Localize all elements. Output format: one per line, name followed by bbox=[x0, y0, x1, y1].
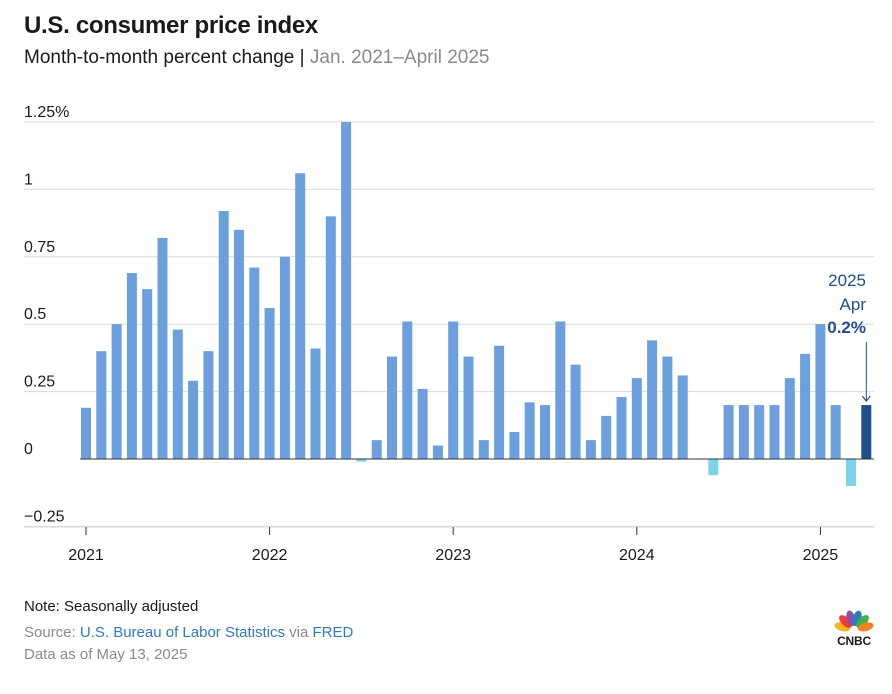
footer-as-of: Data as of May 13, 2025 bbox=[24, 646, 188, 663]
y-tick-label: 1 bbox=[24, 171, 33, 188]
bar bbox=[631, 378, 642, 459]
bar bbox=[111, 324, 122, 459]
bar bbox=[830, 405, 841, 459]
bar bbox=[371, 440, 382, 459]
chart-title: U.S. consumer price index bbox=[24, 12, 318, 39]
bar bbox=[494, 345, 505, 459]
bar bbox=[81, 407, 91, 459]
bar bbox=[769, 405, 780, 459]
peacock-feather bbox=[857, 622, 874, 632]
y-tick-label: 1.25% bbox=[24, 104, 69, 121]
source-bls-link[interactable]: U.S. Bureau of Labor Statistics bbox=[79, 624, 285, 641]
annotation-year: 2025 bbox=[828, 271, 866, 290]
bar bbox=[754, 405, 765, 459]
bar bbox=[662, 356, 673, 459]
footer-source: Source: U.S. Bureau of Labor Statistics … bbox=[24, 624, 353, 641]
y-tick-label: −0.25 bbox=[24, 508, 65, 525]
bar bbox=[723, 405, 734, 459]
bar bbox=[616, 396, 627, 459]
latest-annotation: 2025 Apr 0.2% bbox=[827, 271, 871, 403]
peacock-feather bbox=[856, 615, 869, 628]
bar bbox=[279, 256, 290, 459]
cnbc-logo: CNBC bbox=[828, 608, 880, 648]
bar bbox=[463, 356, 474, 459]
bar bbox=[708, 459, 719, 476]
bar bbox=[555, 321, 566, 459]
bar bbox=[647, 340, 658, 459]
arrow-down-icon bbox=[861, 395, 871, 403]
bar bbox=[234, 229, 244, 459]
bar bbox=[585, 440, 596, 459]
bar bbox=[846, 459, 856, 486]
annotation-value: 0.2% bbox=[827, 318, 866, 337]
subtitle-main: Month-to-month percent change | bbox=[24, 47, 310, 68]
bar bbox=[172, 329, 183, 459]
annotation-month: Apr bbox=[840, 295, 867, 314]
subtitle-range: Jan. 2021–April 2025 bbox=[309, 47, 490, 68]
bar bbox=[203, 351, 214, 459]
footer-note: Note: Seasonally adjusted bbox=[24, 598, 199, 615]
x-tick-label: 2024 bbox=[619, 547, 655, 564]
peacock-body bbox=[851, 627, 857, 633]
bar bbox=[601, 415, 612, 459]
bar bbox=[677, 375, 688, 459]
bar bbox=[264, 308, 275, 459]
bar bbox=[157, 237, 168, 459]
x-axis: 2021 2022 2023 2024 2025 bbox=[68, 458, 874, 564]
y-tick-label: 0.75 bbox=[24, 239, 55, 256]
bar bbox=[218, 210, 229, 459]
x-tick-label: 2025 bbox=[803, 547, 839, 564]
cnbc-logo-text: CNBC bbox=[837, 634, 871, 648]
y-tick-label: 0.5 bbox=[24, 306, 46, 323]
bar bbox=[402, 321, 413, 459]
bar bbox=[784, 378, 795, 459]
chart-subtitle: Month-to-month percent change | Jan. 202… bbox=[24, 47, 489, 69]
bar bbox=[509, 432, 520, 459]
source-prefix: Source: bbox=[24, 624, 80, 641]
bar bbox=[524, 402, 535, 459]
bar bbox=[126, 272, 137, 459]
bar bbox=[540, 405, 550, 459]
bar bbox=[570, 364, 581, 459]
source-via: via bbox=[284, 624, 313, 641]
bar bbox=[142, 289, 153, 459]
y-axis-ticks: 1.25% 1 0.75 0.5 0.25 0 −0.25 bbox=[24, 104, 69, 525]
bar bbox=[478, 440, 489, 459]
x-tick-label: 2022 bbox=[252, 547, 288, 564]
source-fred-link[interactable]: FRED bbox=[312, 624, 354, 641]
bar bbox=[448, 321, 459, 459]
bars bbox=[81, 122, 872, 486]
bar bbox=[188, 380, 199, 459]
bar bbox=[295, 173, 306, 459]
bar bbox=[249, 267, 260, 459]
bar bbox=[387, 356, 397, 459]
bar bbox=[356, 459, 367, 462]
x-tick-label: 2023 bbox=[435, 547, 471, 564]
y-tick-label: 0.25 bbox=[24, 374, 55, 391]
bar bbox=[815, 324, 826, 459]
nbc-peacock-icon bbox=[834, 610, 874, 633]
bar bbox=[96, 351, 107, 459]
bar bbox=[310, 348, 321, 459]
bar bbox=[800, 353, 811, 459]
bar bbox=[417, 388, 428, 459]
bar bbox=[738, 405, 749, 459]
cpi-bar-chart: 1.25% 1 0.75 0.5 0.25 0 −0.25 2021 2022 2023 2024… bbox=[24, 104, 874, 564]
bar bbox=[341, 122, 352, 459]
bar bbox=[432, 445, 443, 459]
bar bbox=[861, 405, 872, 459]
y-tick-label: 0 bbox=[24, 441, 33, 458]
peacock-feather bbox=[839, 615, 852, 628]
x-tick-label: 2021 bbox=[68, 547, 104, 564]
bar bbox=[325, 216, 336, 459]
